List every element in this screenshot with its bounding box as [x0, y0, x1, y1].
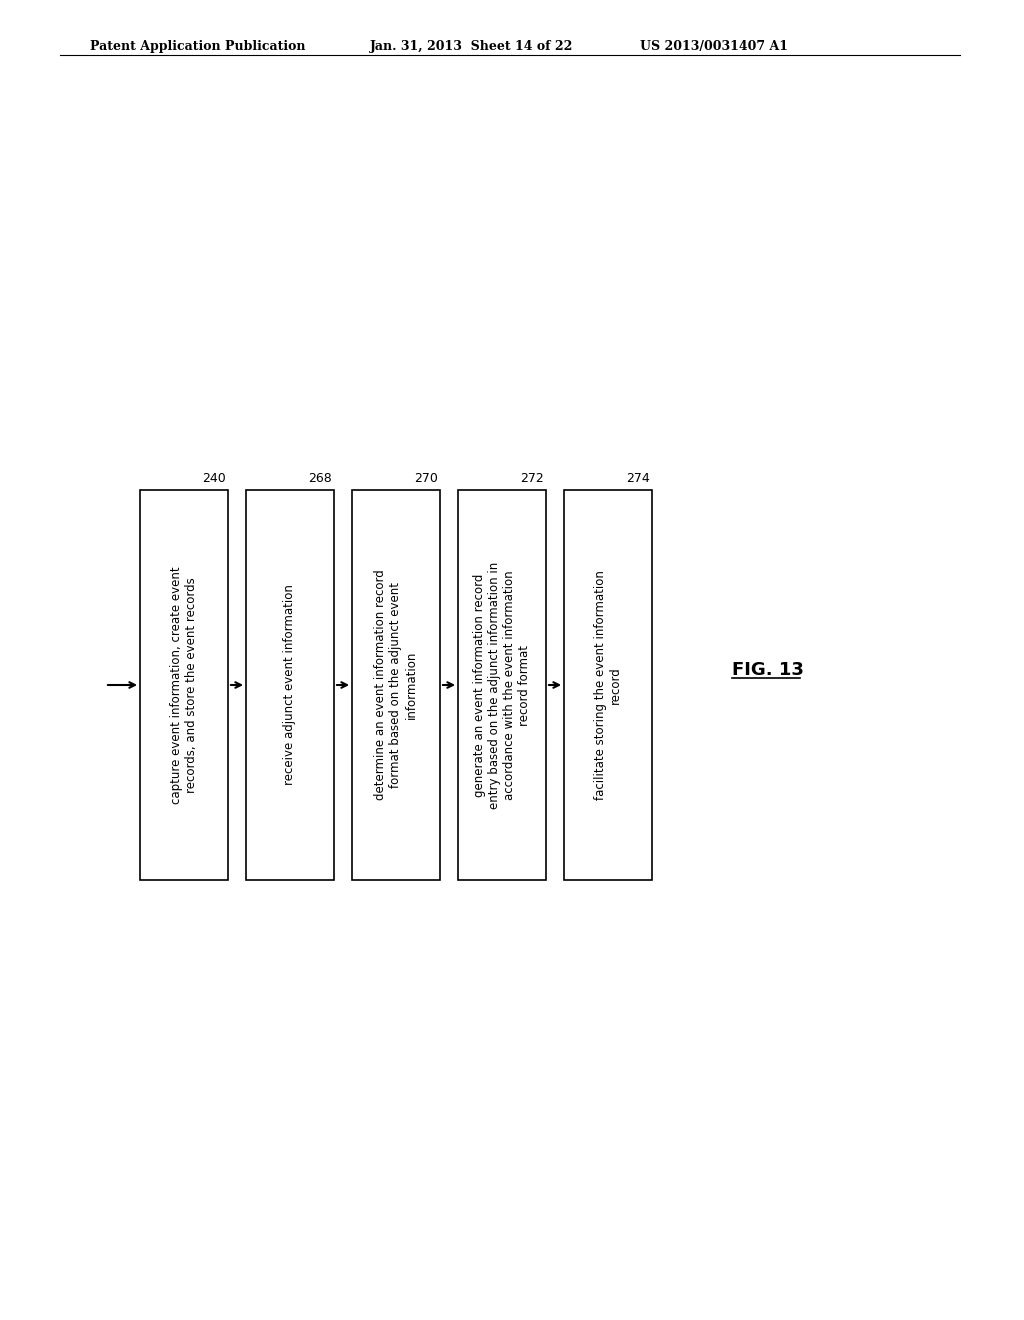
Text: 272: 272 — [520, 473, 544, 484]
Text: facilitate storing the event information
record: facilitate storing the event information… — [594, 570, 622, 800]
FancyBboxPatch shape — [458, 490, 546, 880]
Text: receive adjunct event information: receive adjunct event information — [284, 585, 297, 785]
Text: determine an event information record
format based on the adjunct event
informat: determine an event information record fo… — [375, 570, 418, 800]
Text: capture event information, create event
records, and store the event records: capture event information, create event … — [170, 566, 198, 804]
FancyBboxPatch shape — [564, 490, 652, 880]
FancyBboxPatch shape — [246, 490, 334, 880]
Text: US 2013/0031407 A1: US 2013/0031407 A1 — [640, 40, 788, 53]
Text: Patent Application Publication: Patent Application Publication — [90, 40, 305, 53]
Text: 274: 274 — [627, 473, 650, 484]
Text: Jan. 31, 2013  Sheet 14 of 22: Jan. 31, 2013 Sheet 14 of 22 — [370, 40, 573, 53]
Text: 268: 268 — [308, 473, 332, 484]
FancyBboxPatch shape — [352, 490, 440, 880]
Text: 240: 240 — [203, 473, 226, 484]
Text: 270: 270 — [414, 473, 438, 484]
Text: FIG. 13: FIG. 13 — [732, 661, 804, 678]
FancyBboxPatch shape — [140, 490, 228, 880]
Text: generate an event information record
entry based on the adjunct information in
a: generate an event information record ent… — [473, 561, 531, 809]
